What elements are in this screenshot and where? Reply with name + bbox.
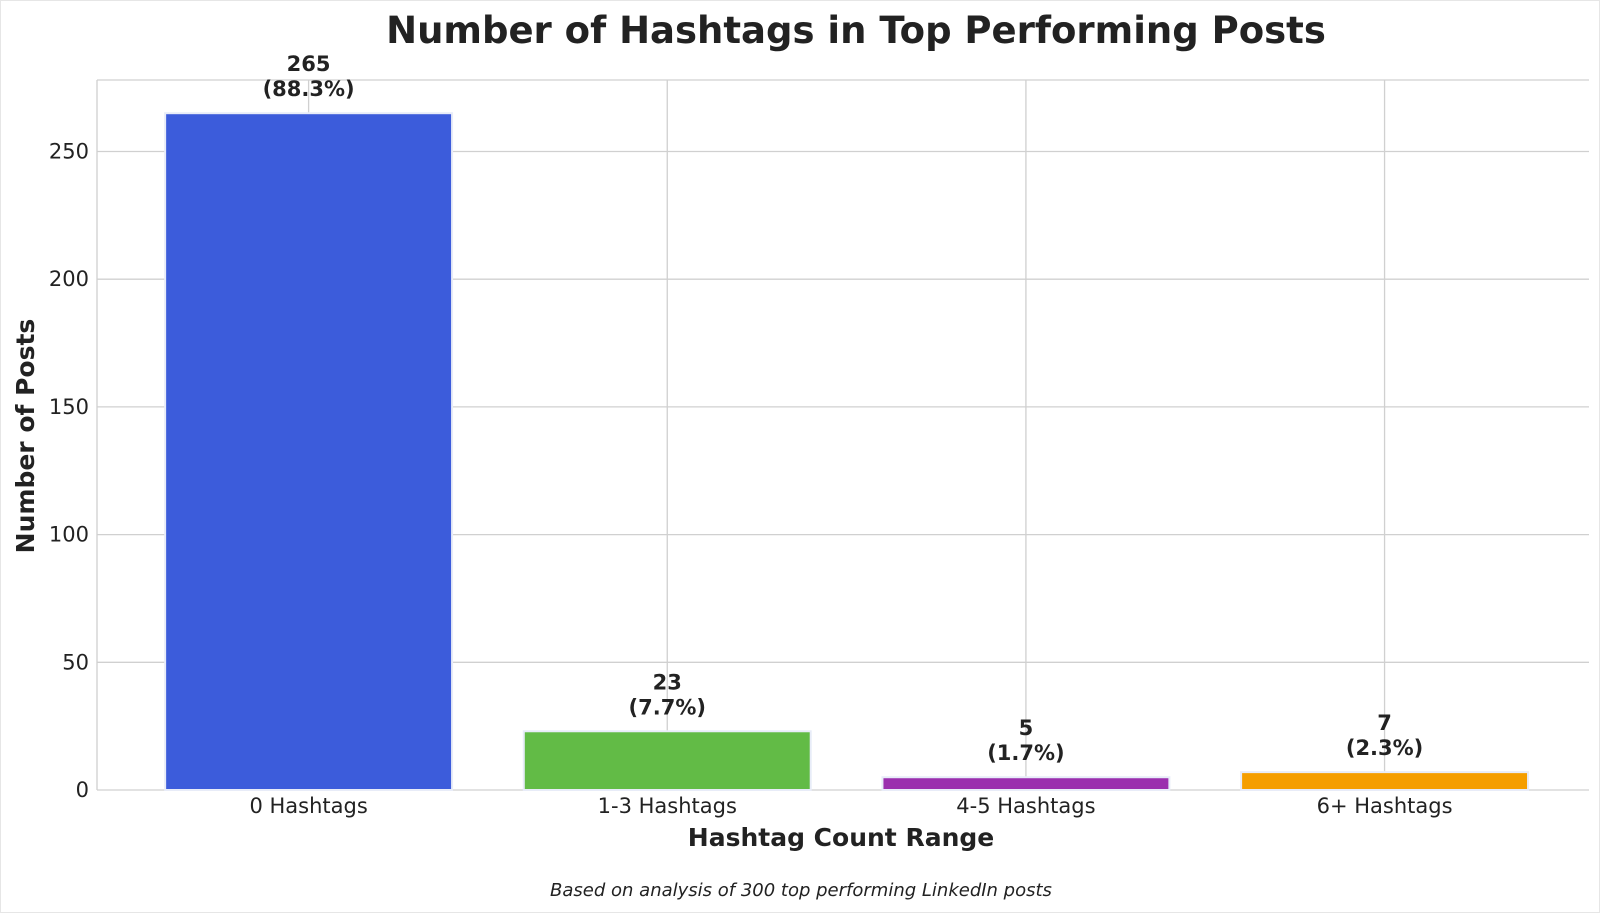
bar-2 (881, 776, 1171, 792)
bars (164, 112, 1530, 792)
bar-3 (1240, 771, 1530, 792)
x-tick-label: 6+ Hashtags (1317, 794, 1453, 818)
bar-value-label: 7 (1377, 711, 1392, 735)
bar-percent-label: (88.3%) (263, 77, 355, 101)
x-tick-label: 4-5 Hashtags (956, 794, 1095, 818)
chart-title: Number of Hashtags in Top Performing Pos… (386, 9, 1326, 52)
data-labels: 265(88.3%) 23(7.7%) 5(1.7%) 7(2.3%) (263, 52, 1424, 765)
y-axis-label: Number of Posts (11, 319, 40, 554)
x-tick-label: 1-3 Hashtags (598, 794, 737, 818)
y-tick-label: 150 (49, 395, 89, 419)
bar-0 (164, 112, 454, 792)
tick-labels: 0 50 100 150 200 250 0 Hashtags 1-3 Hashtags 4-5… (49, 140, 1453, 818)
y-tick-label: 50 (62, 650, 89, 674)
y-tick-label: 200 (49, 267, 89, 291)
bar-value-label: 5 (1019, 716, 1034, 740)
bar-percent-label: (7.7%) (629, 695, 706, 719)
y-tick-label: 250 (49, 140, 89, 164)
chart-caption: Based on analysis of 300 top performing … (550, 880, 1052, 901)
bar-percent-label: (1.7%) (987, 741, 1064, 765)
bar-value-label: 265 (287, 52, 331, 76)
y-tick-label: 0 (76, 778, 89, 802)
y-tick-label: 100 (49, 523, 89, 547)
bar-1 (522, 730, 812, 791)
x-tick-label: 0 Hashtags (249, 794, 367, 818)
bar-percent-label: (2.3%) (1346, 736, 1423, 760)
x-axis-label: Hashtag Count Range (688, 823, 994, 852)
bar-value-label: 23 (653, 670, 682, 694)
